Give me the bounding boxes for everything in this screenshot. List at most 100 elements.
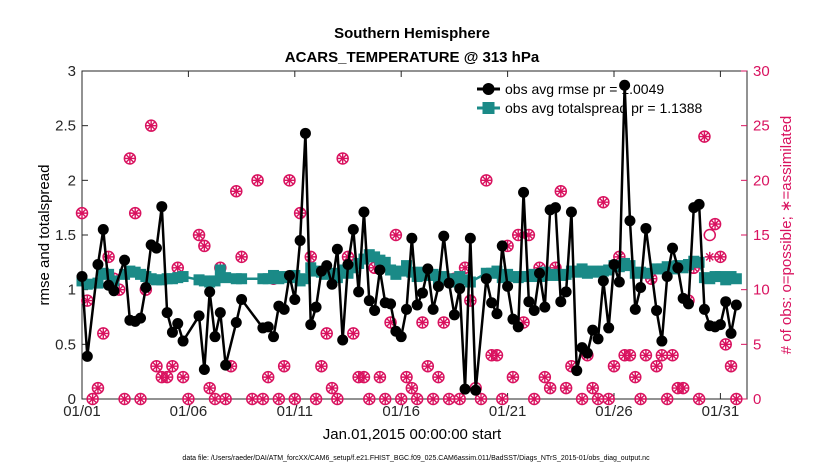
obs-possible-marker — [496, 392, 509, 406]
spread-point — [401, 260, 413, 272]
x-tick-label: 01/21 — [489, 403, 527, 420]
obs-possible-marker — [575, 392, 589, 406]
obs-assimilated-marker — [380, 394, 391, 404]
obs-assimilated-marker — [720, 339, 731, 350]
spread-point — [214, 264, 226, 276]
obs-possible-marker — [639, 349, 653, 362]
rmse-point — [571, 365, 583, 377]
obs-assimilated-marker — [316, 361, 327, 372]
obs-assimilated-marker — [624, 350, 635, 361]
obs-assimilated-marker — [561, 383, 572, 394]
rmse-point — [289, 294, 301, 306]
obs-assimilated-marker — [566, 361, 577, 372]
rmse-point — [698, 303, 710, 315]
obs-assimilated-marker — [656, 350, 667, 361]
legend: obs avg rmse pr = 1.0049 obs avg totalsp… — [477, 81, 703, 116]
y-tick-label-right: 25 — [753, 118, 770, 135]
obs-assimilated-marker — [257, 394, 268, 404]
obs-assimilated-marker — [438, 317, 449, 328]
rmse-point — [624, 215, 636, 227]
obs-assimilated-marker — [726, 361, 737, 372]
y-tick-label-left: 2 — [68, 172, 76, 189]
obs-possible-marker — [102, 250, 115, 264]
rmse-point — [326, 278, 338, 290]
obs-possible-marker — [480, 174, 493, 187]
spread-point — [299, 273, 311, 285]
obs-assimilated-marker — [124, 153, 135, 164]
rmse-point — [470, 384, 482, 396]
y-axis-right-label: # of obs: o=possible; ∗=assimilated — [778, 116, 795, 355]
obs-assimilated-marker — [694, 394, 705, 404]
rmse-point — [92, 259, 104, 271]
obs-possible-marker — [309, 392, 323, 406]
obs-possible-marker — [464, 294, 477, 307]
obs-possible-marker — [426, 392, 440, 406]
rmse-point — [672, 262, 684, 274]
obs-assimilated-marker — [130, 208, 141, 219]
obs-possible-marker — [559, 381, 573, 395]
rmse-point — [140, 281, 152, 293]
rmse-point — [337, 334, 349, 346]
obs-possible-marker — [719, 338, 732, 351]
y-axis-right: 0 5 10 15 20 25 30 — [741, 63, 770, 408]
legend-rmse-marker — [482, 83, 495, 95]
obs-assimilated-marker — [98, 328, 109, 339]
obs-possible-marker — [692, 392, 706, 406]
x-axis-label: Jan.01,2015 00:00:00 start — [323, 426, 502, 443]
rmse-point — [294, 234, 306, 246]
obs-assimilated-marker — [156, 372, 167, 383]
obs-possible-marker — [166, 359, 179, 373]
obs-assimilated-marker — [710, 219, 721, 230]
rmse-point — [464, 232, 476, 244]
rmse-point — [613, 276, 625, 288]
obs-possible-marker — [336, 152, 349, 165]
obs-assimilated-marker — [172, 262, 183, 273]
y-axis-left-label: rmse and totalspread — [36, 165, 53, 306]
spread-point — [464, 276, 476, 288]
rmse-point — [581, 347, 593, 359]
rmse-point — [651, 304, 663, 316]
rmse-point — [560, 286, 572, 298]
obs-possible-marker — [315, 359, 328, 373]
rmse-point — [725, 327, 737, 339]
obs-assimilated-marker — [178, 372, 189, 383]
rmse-point — [682, 298, 694, 310]
obs-possible-marker — [75, 206, 89, 220]
rmse-point — [236, 294, 248, 306]
rmse-point — [209, 331, 221, 343]
rmse-point — [528, 304, 540, 316]
obs-possible-marker — [650, 359, 663, 373]
obs-possible-marker — [432, 370, 445, 384]
rmse-line — [80, 85, 738, 391]
rmse-point — [629, 303, 641, 315]
y-tick-label-left: 0 — [68, 391, 76, 408]
obs-assimilated-marker — [598, 197, 609, 208]
obs-possible-marker — [97, 327, 110, 340]
y-tick-label-right: 30 — [753, 63, 770, 80]
rmse-point — [432, 280, 444, 292]
rmse-point — [81, 350, 93, 362]
rmse-point — [608, 259, 620, 271]
obs-assimilated-marker — [284, 175, 295, 186]
obs-possible-marker — [554, 185, 568, 198]
obs-assimilated-marker — [545, 383, 556, 394]
rmse-point — [172, 318, 184, 330]
obs-possible-marker — [251, 174, 264, 187]
obs-possible-marker — [378, 392, 392, 406]
obs-possible-marker — [123, 152, 137, 165]
rmse-point — [156, 201, 168, 213]
x-tick-label: 01/01 — [63, 403, 101, 420]
obs-possible-marker — [708, 217, 722, 231]
obs-assimilated-marker — [327, 383, 338, 394]
rmse-point — [454, 283, 466, 295]
obs-assimilated-marker — [662, 394, 673, 404]
rmse-point — [502, 280, 514, 292]
rmse-series — [76, 79, 742, 396]
rmse-point — [177, 335, 189, 347]
obs-possible-marker — [283, 174, 296, 187]
obs-assimilated-marker — [92, 383, 103, 394]
rmse-point — [411, 299, 423, 311]
obs-assimilated-marker — [77, 208, 87, 219]
obs-assimilated-marker — [667, 350, 678, 361]
obs-possible-marker — [405, 381, 419, 395]
